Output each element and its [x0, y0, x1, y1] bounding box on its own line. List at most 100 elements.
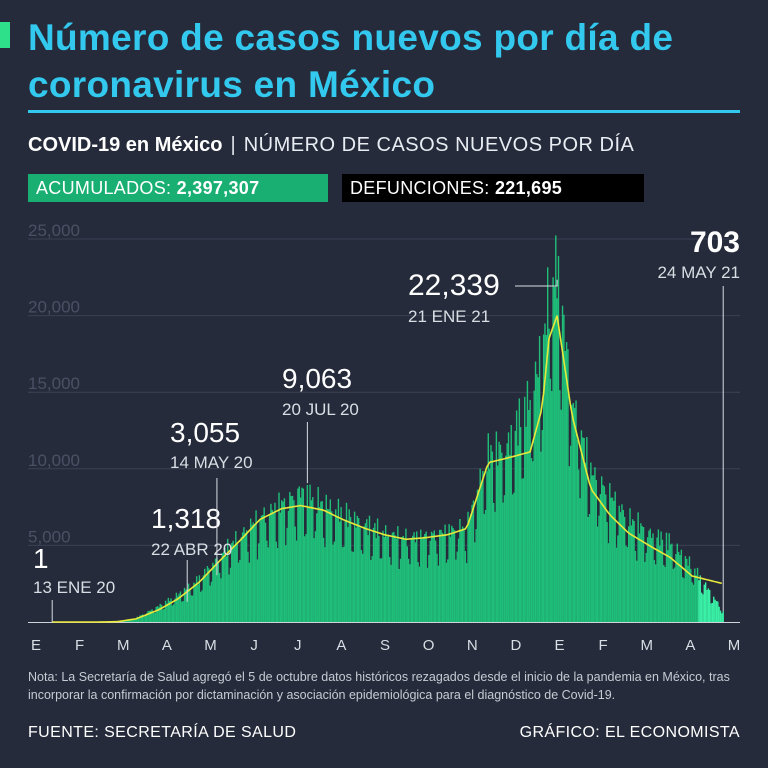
daily-case-bar: [588, 514, 591, 622]
daily-case-bar: [414, 542, 417, 622]
daily-case-bar: [522, 478, 525, 622]
daily-case-bar: [268, 514, 271, 622]
daily-case-bar: [602, 484, 604, 622]
month-tick-label: M: [117, 637, 130, 654]
daily-case-bar: [679, 555, 681, 622]
daily-case-bar: [652, 533, 654, 622]
daily-case-bar: [178, 593, 180, 622]
daily-case-bar: [330, 511, 333, 622]
daily-case-bar: [708, 589, 711, 622]
daily-case-bar: [437, 565, 440, 622]
daily-case-bar: [411, 535, 414, 622]
daily-case-bar: [681, 577, 684, 622]
daily-case-bar: [229, 567, 232, 622]
daily-case-bar: [422, 536, 425, 622]
daily-case-bar: [372, 527, 375, 622]
daily-case-bar: [310, 500, 313, 622]
daily-case-bar: [443, 534, 445, 622]
daily-case-bar: [201, 590, 203, 622]
daily-case-bar: [195, 576, 198, 622]
daily-case-bar: [158, 607, 160, 622]
daily-case-bar: [482, 470, 484, 622]
daily-case-bar: [632, 519, 634, 622]
daily-case-bar: [298, 486, 300, 622]
daily-case-bar: [521, 478, 523, 622]
daily-case-bar: [333, 541, 336, 622]
daily-case-bar: [536, 374, 538, 622]
daily-case-bar: [146, 613, 148, 622]
daily-case-bar: [453, 530, 456, 622]
daily-case-bar: [703, 584, 705, 622]
daily-case-bar: [629, 508, 631, 622]
daily-case-bar: [479, 468, 481, 622]
daily-case-bar: [143, 616, 145, 622]
daily-case-bar: [208, 568, 210, 622]
daily-case-bar: [272, 511, 275, 622]
daily-case-bar: [402, 535, 404, 622]
daily-case-bar: [227, 538, 229, 622]
daily-case-bar: [206, 566, 209, 622]
source-credit: FUENTE: SECRETARÍA DE SALUD: [28, 724, 297, 741]
daily-case-bar: [393, 531, 395, 622]
daily-case-bar: [613, 500, 615, 622]
daily-case-bar: [492, 503, 495, 622]
daily-case-bar: [168, 600, 171, 622]
daily-case-bar: [147, 611, 149, 622]
daily-case-bar: [239, 559, 241, 622]
annotation-date: 14 MAY 20: [170, 453, 253, 472]
defunciones-value: 221,695: [494, 178, 563, 198]
daily-case-bar: [336, 516, 338, 622]
daily-case-bar: [653, 560, 656, 622]
daily-case-bar: [656, 537, 658, 622]
daily-case-bar: [605, 494, 607, 622]
daily-case-bar: [607, 543, 610, 622]
daily-case-bar: [258, 543, 260, 622]
daily-case-bar: [572, 403, 575, 622]
daily-case-bar: [329, 499, 332, 622]
chart-title: Número de casos nuevos por día de corona…: [28, 17, 674, 105]
daily-case-bar: [514, 430, 516, 622]
daily-case-bar: [455, 559, 457, 622]
daily-case-bar: [530, 458, 533, 622]
subtitle-rest: NÚMERO DE CASOS NUEVOS POR DÍA: [243, 134, 635, 156]
daily-case-bar: [505, 455, 507, 622]
daily-case-bar: [326, 508, 329, 622]
daily-case-bar: [135, 619, 137, 622]
daily-case-bar: [355, 527, 357, 622]
daily-case-bar: [144, 615, 147, 622]
annotation-date: 21 ENE 21: [408, 307, 490, 326]
daily-case-bar: [160, 604, 163, 622]
daily-case-bar: [718, 606, 720, 622]
daily-case-bar: [551, 391, 553, 622]
daily-case-bar: [193, 582, 195, 622]
daily-case-bar: [721, 613, 723, 622]
daily-case-bar: [544, 323, 546, 622]
daily-case-bar: [374, 523, 376, 622]
month-tick-label: E: [554, 637, 564, 654]
daily-case-bar: [578, 469, 580, 622]
daily-case-bar: [488, 468, 491, 622]
daily-case-bar: [700, 592, 703, 622]
daily-case-bar: [379, 558, 381, 622]
daily-case-bar: [164, 600, 167, 622]
daily-case-bar: [131, 618, 133, 622]
daily-case-bar: [291, 495, 294, 622]
daily-case-bar: [537, 377, 539, 622]
daily-case-bar: [312, 497, 314, 622]
daily-case-bar: [278, 492, 280, 622]
daily-case-bar: [426, 567, 429, 622]
daily-case-bar: [650, 537, 653, 622]
daily-case-bar: [690, 568, 692, 622]
daily-case-bar: [569, 445, 572, 622]
daily-case-bar: [664, 566, 666, 622]
daily-case-bar: [421, 537, 423, 622]
daily-case-bar: [573, 407, 576, 622]
annotation-value: 9,063: [282, 363, 352, 394]
daily-case-bar: [559, 390, 561, 622]
daily-case-bar: [424, 533, 426, 622]
daily-case-bar: [405, 528, 407, 622]
daily-case-bar: [528, 410, 530, 622]
daily-case-bar: [609, 483, 611, 622]
daily-case-bar: [407, 558, 410, 622]
daily-case-bar: [314, 531, 317, 622]
